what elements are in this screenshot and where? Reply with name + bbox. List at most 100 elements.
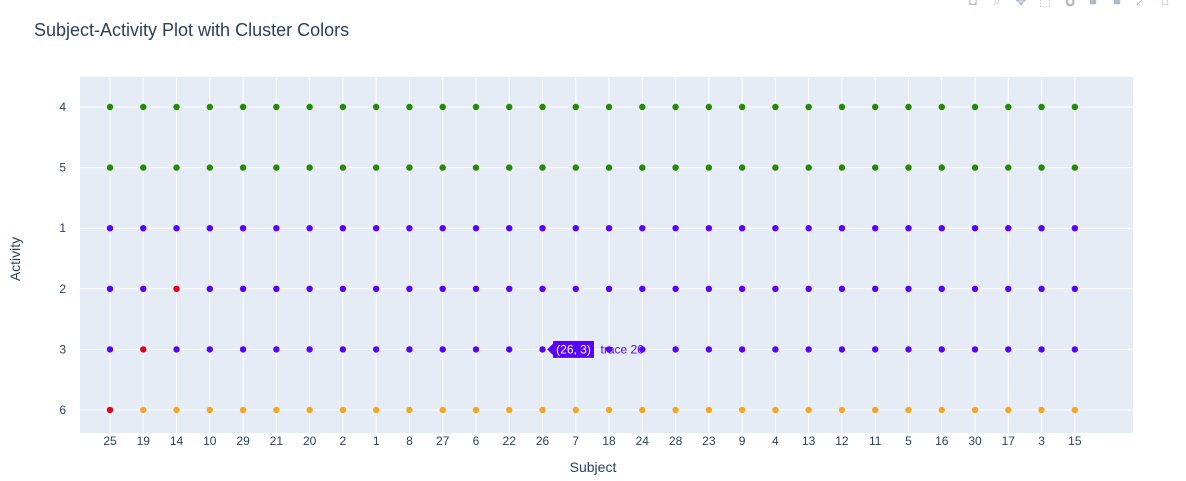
data-point[interactable]	[539, 164, 545, 170]
data-point[interactable]	[872, 104, 878, 110]
data-point[interactable]	[207, 407, 213, 413]
data-point[interactable]	[939, 225, 945, 231]
data-point[interactable]	[207, 164, 213, 170]
data-point[interactable]	[573, 407, 579, 413]
data-point[interactable]	[506, 164, 512, 170]
data-point[interactable]	[939, 407, 945, 413]
data-point[interactable]	[706, 225, 712, 231]
data-point[interactable]	[805, 225, 811, 231]
data-point[interactable]	[872, 164, 878, 170]
data-point[interactable]	[606, 225, 612, 231]
data-point[interactable]	[672, 346, 678, 352]
data-point[interactable]	[672, 286, 678, 292]
data-point[interactable]	[706, 104, 712, 110]
data-point[interactable]	[905, 104, 911, 110]
data-point[interactable]	[1072, 104, 1078, 110]
data-point[interactable]	[972, 346, 978, 352]
data-point[interactable]	[706, 164, 712, 170]
data-point[interactable]	[839, 286, 845, 292]
data-point[interactable]	[772, 407, 778, 413]
data-point[interactable]	[207, 346, 213, 352]
data-point[interactable]	[273, 104, 279, 110]
data-point[interactable]	[406, 407, 412, 413]
data-point[interactable]	[672, 164, 678, 170]
data-point[interactable]	[473, 346, 479, 352]
data-point[interactable]	[506, 104, 512, 110]
data-point[interactable]	[939, 346, 945, 352]
data-point[interactable]	[739, 225, 745, 231]
data-point[interactable]	[473, 407, 479, 413]
data-point[interactable]	[306, 104, 312, 110]
data-point[interactable]	[207, 286, 213, 292]
data-point[interactable]	[506, 286, 512, 292]
data-point[interactable]	[473, 104, 479, 110]
data-point[interactable]	[207, 104, 213, 110]
data-point[interactable]	[939, 164, 945, 170]
data-point[interactable]	[173, 225, 179, 231]
data-point[interactable]	[539, 407, 545, 413]
data-point[interactable]	[772, 225, 778, 231]
data-point[interactable]	[173, 164, 179, 170]
data-point[interactable]	[1072, 164, 1078, 170]
data-point[interactable]	[1072, 225, 1078, 231]
data-point[interactable]	[606, 407, 612, 413]
data-point[interactable]	[1038, 104, 1044, 110]
data-point[interactable]	[240, 286, 246, 292]
data-point[interactable]	[1005, 225, 1011, 231]
data-point[interactable]	[173, 104, 179, 110]
data-point[interactable]	[706, 286, 712, 292]
data-point[interactable]	[373, 346, 379, 352]
data-point[interactable]	[240, 346, 246, 352]
data-point[interactable]	[173, 346, 179, 352]
data-point[interactable]	[440, 346, 446, 352]
data-point[interactable]	[939, 286, 945, 292]
data-point[interactable]	[972, 286, 978, 292]
data-point[interactable]	[972, 407, 978, 413]
data-point[interactable]	[1005, 286, 1011, 292]
data-point[interactable]	[107, 104, 113, 110]
data-point[interactable]	[772, 346, 778, 352]
data-point[interactable]	[373, 407, 379, 413]
data-point[interactable]	[273, 407, 279, 413]
data-point[interactable]	[440, 104, 446, 110]
data-point[interactable]	[107, 164, 113, 170]
data-point[interactable]	[606, 104, 612, 110]
data-point[interactable]	[739, 164, 745, 170]
data-point[interactable]	[240, 225, 246, 231]
data-point[interactable]	[173, 407, 179, 413]
data-point[interactable]	[406, 286, 412, 292]
data-point[interactable]	[107, 346, 113, 352]
data-point[interactable]	[639, 225, 645, 231]
data-point[interactable]	[573, 225, 579, 231]
data-point[interactable]	[772, 104, 778, 110]
data-point[interactable]	[639, 286, 645, 292]
data-point[interactable]	[1005, 407, 1011, 413]
data-point[interactable]	[473, 286, 479, 292]
data-point[interactable]	[739, 104, 745, 110]
data-point[interactable]	[440, 286, 446, 292]
data-point[interactable]	[506, 407, 512, 413]
data-point[interactable]	[606, 286, 612, 292]
data-point[interactable]	[306, 346, 312, 352]
data-point[interactable]	[905, 164, 911, 170]
data-point[interactable]	[406, 104, 412, 110]
data-point[interactable]	[1038, 164, 1044, 170]
data-point[interactable]	[173, 286, 179, 292]
data-point[interactable]	[406, 164, 412, 170]
data-point[interactable]	[306, 407, 312, 413]
data-point[interactable]	[805, 346, 811, 352]
data-point[interactable]	[140, 164, 146, 170]
data-point[interactable]	[905, 407, 911, 413]
data-point[interactable]	[1038, 407, 1044, 413]
data-point[interactable]	[1038, 346, 1044, 352]
data-point[interactable]	[739, 407, 745, 413]
data-point[interactable]	[573, 286, 579, 292]
data-point[interactable]	[1038, 225, 1044, 231]
data-point[interactable]	[639, 407, 645, 413]
data-point[interactable]	[406, 346, 412, 352]
data-point[interactable]	[440, 407, 446, 413]
data-point[interactable]	[240, 164, 246, 170]
data-point[interactable]	[706, 346, 712, 352]
data-point[interactable]	[539, 225, 545, 231]
data-point[interactable]	[606, 164, 612, 170]
